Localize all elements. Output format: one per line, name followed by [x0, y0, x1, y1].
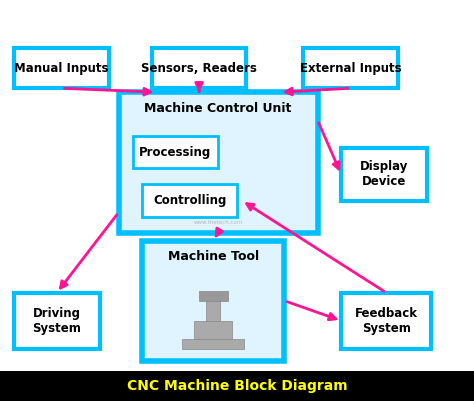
FancyBboxPatch shape [142, 241, 284, 361]
FancyBboxPatch shape [0, 371, 474, 401]
Text: Manual Inputs: Manual Inputs [14, 62, 109, 75]
FancyBboxPatch shape [142, 184, 237, 217]
FancyBboxPatch shape [118, 92, 318, 233]
Text: www.thetech.com: www.thetech.com [193, 220, 243, 225]
Text: Machine Tool: Machine Tool [168, 250, 259, 263]
FancyBboxPatch shape [206, 293, 220, 321]
Text: External Inputs: External Inputs [300, 62, 401, 75]
FancyBboxPatch shape [341, 293, 431, 349]
Text: Feedback
System: Feedback System [355, 307, 418, 335]
FancyBboxPatch shape [303, 48, 398, 88]
FancyBboxPatch shape [182, 339, 244, 349]
FancyBboxPatch shape [341, 148, 427, 200]
Text: CNC Machine Block Diagram: CNC Machine Block Diagram [127, 379, 347, 393]
FancyBboxPatch shape [133, 136, 218, 168]
Text: Machine Control Unit: Machine Control Unit [145, 102, 292, 115]
Text: Sensors, Readers: Sensors, Readers [141, 62, 257, 75]
FancyBboxPatch shape [194, 321, 232, 339]
FancyBboxPatch shape [199, 291, 228, 301]
FancyBboxPatch shape [152, 48, 246, 88]
Text: Display
Device: Display Device [360, 160, 408, 188]
Text: Driving
System: Driving System [32, 307, 82, 335]
Text: Processing: Processing [139, 146, 211, 159]
FancyBboxPatch shape [14, 293, 100, 349]
Text: Controlling: Controlling [153, 194, 226, 207]
FancyBboxPatch shape [14, 48, 109, 88]
